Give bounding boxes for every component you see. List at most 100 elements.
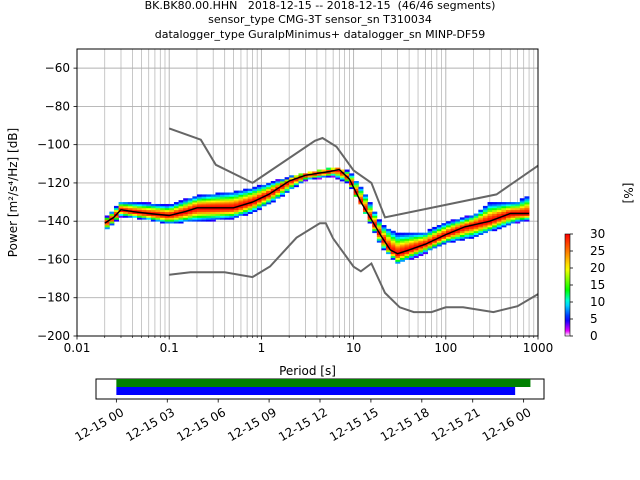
density-cell [289, 181, 295, 184]
density-cell [506, 207, 512, 211]
density-cell [344, 181, 350, 184]
density-cell [118, 211, 124, 214]
density-cell [243, 211, 249, 214]
density-cell [266, 202, 272, 205]
density-cell [252, 188, 258, 191]
density-cell [243, 202, 249, 205]
density-cell [363, 205, 369, 209]
density-cell [450, 223, 456, 226]
timeline-tick-label: 12-15 06 [174, 405, 228, 444]
density-cell [487, 226, 493, 230]
density-cell [196, 219, 203, 222]
density-cell [233, 192, 239, 195]
density-cell [206, 198, 212, 201]
density-cell [220, 203, 226, 207]
density-cell [164, 219, 170, 222]
density-cell [381, 247, 387, 251]
density-cell [312, 173, 318, 176]
density-cell [330, 171, 336, 174]
density-cell [404, 236, 410, 239]
density-cell [270, 200, 276, 203]
density-cell [367, 211, 373, 214]
density-cell [137, 217, 143, 220]
density-cell [376, 240, 382, 243]
density-cell [127, 213, 133, 216]
density-cell [390, 247, 396, 251]
density-cell [469, 232, 475, 235]
density-cell [201, 209, 207, 213]
density-cell [201, 219, 207, 222]
density-cell [229, 196, 235, 199]
density-cell [150, 215, 156, 218]
density-cell [399, 251, 405, 255]
density-cell [473, 225, 479, 228]
density-cell [404, 246, 410, 249]
density-cell [187, 198, 193, 201]
density-cell [215, 205, 221, 209]
density-cell [256, 203, 262, 207]
density-cell [123, 211, 129, 214]
density-cell [155, 219, 161, 222]
density-cell [524, 219, 530, 222]
density-cell [409, 232, 415, 235]
density-heatmap [104, 167, 530, 264]
density-cell [386, 234, 392, 237]
density-cell [141, 205, 147, 209]
density-cell [372, 219, 378, 222]
density-cell [363, 196, 369, 199]
density-cell [524, 205, 530, 209]
density-cell [404, 247, 410, 251]
density-cell [487, 209, 493, 213]
density-cell [363, 211, 369, 214]
density-cell [243, 192, 249, 195]
density-cell [173, 221, 179, 224]
density-cell [104, 221, 110, 224]
density-cell [524, 217, 530, 220]
nlnm-curve [169, 222, 539, 314]
colorbar-tick-label: 15 [590, 278, 605, 292]
density-cell [459, 230, 465, 234]
density-cell [367, 203, 373, 207]
density-cell [363, 203, 369, 207]
density-cell [353, 181, 359, 184]
y-axis-label: Power [m²/s⁴/Hz] [dB] [6, 128, 20, 257]
density-cell [464, 226, 470, 230]
density-cell [510, 215, 516, 218]
density-cell [104, 225, 110, 228]
density-cell [450, 234, 456, 237]
density-cell [496, 217, 502, 220]
density-cell [515, 207, 521, 211]
density-cell [210, 200, 216, 203]
density-cell [339, 179, 345, 182]
density-cell [372, 213, 378, 216]
density-cell [482, 211, 488, 214]
density-cell [150, 217, 156, 220]
density-cell [413, 247, 419, 251]
density-cell [155, 211, 161, 214]
density-cell [492, 211, 498, 214]
density-cell [155, 217, 161, 220]
density-cell [446, 228, 452, 232]
density-cell [381, 236, 387, 239]
density-cell [358, 198, 364, 201]
density-cell [256, 188, 262, 191]
density-cell [436, 240, 442, 243]
density-cell [196, 203, 203, 207]
density-cell [459, 236, 465, 239]
density-cell [519, 198, 525, 201]
density-cell [409, 236, 415, 239]
density-cell [459, 225, 465, 228]
density-cell [353, 184, 359, 188]
density-cell [344, 169, 350, 172]
density-cell [261, 184, 267, 188]
density-cell [280, 190, 286, 193]
density-cell [335, 175, 341, 178]
density-cell [390, 240, 396, 243]
density-cell [178, 207, 184, 211]
density-cell [376, 234, 382, 237]
density-cell [201, 213, 207, 216]
density-cell [326, 173, 332, 176]
density-cell [192, 211, 198, 214]
density-cell [220, 207, 226, 211]
density-cell [349, 179, 355, 182]
